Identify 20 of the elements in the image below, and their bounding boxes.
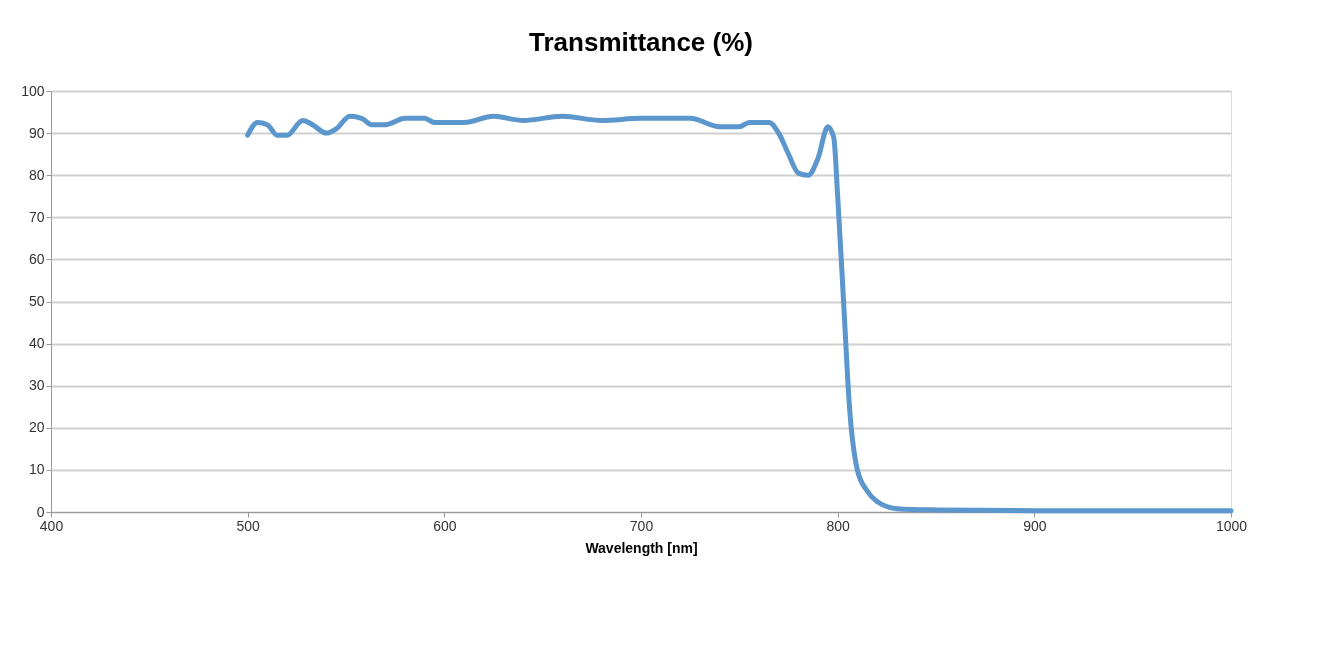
y-tick-label: 90 (28, 124, 45, 141)
y-tick-label: 20 (28, 419, 45, 436)
y-tick-label: 30 (28, 377, 45, 394)
x-axis-title: Wavelength [nm] (585, 539, 698, 556)
y-tick-label: 40 (28, 335, 45, 352)
y-tick-label: 0 (36, 503, 45, 520)
x-tick-label: 700 (629, 517, 654, 534)
x-tick-label: 500 (236, 517, 261, 534)
y-tick-label: 80 (28, 166, 45, 183)
x-tick-label: 400 (39, 517, 64, 534)
x-tick-label: 900 (1023, 517, 1047, 534)
x-tick-label: 600 (433, 517, 457, 534)
chart-title: Transmittance (%) (529, 27, 753, 57)
y-tick-label: 50 (28, 293, 45, 309)
y-tick-label: 100 (21, 82, 45, 99)
y-tick-label: 70 (28, 208, 45, 225)
y-tick-label: 60 (28, 250, 45, 267)
y-tick-label: 10 (28, 461, 45, 478)
x-tick-label: 800 (826, 517, 851, 534)
x-tick-label: 1000 (1215, 517, 1248, 534)
